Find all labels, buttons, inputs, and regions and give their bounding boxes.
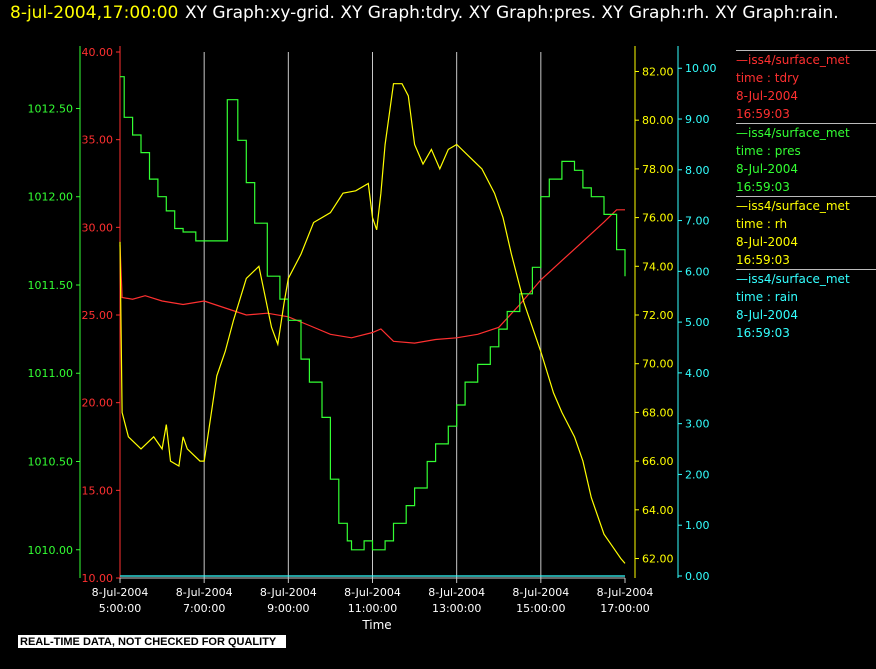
legend-separator — [736, 196, 876, 197]
legend-var: time : tdry — [736, 71, 800, 85]
rh-tick-label: 70.00 — [642, 358, 674, 371]
rh-tick-label: 74.00 — [642, 260, 674, 273]
x-tick-label: 8-Jul-2004 11:00:00 — [344, 586, 401, 615]
rh-tick-label: 62.00 — [642, 553, 674, 566]
axes: 10.00 15.00 20.00 25.00 30.00 35.00 40.00 1010.… — [28, 46, 717, 585]
legend-time: 16:59:03 — [736, 180, 790, 194]
rain-tick-label: 6.00 — [685, 265, 710, 278]
pres-series-line — [120, 76, 626, 551]
pres-tick-label: 1011.00 — [28, 367, 74, 380]
pres-tick-label: 1012.00 — [28, 191, 74, 204]
rain-tick-label: 7.00 — [685, 215, 710, 228]
legend-date: 8-Jul-2004 — [736, 162, 798, 176]
x-tick-label: 8-Jul-2004 13:00:00 — [428, 586, 485, 615]
pres-tick-label: 1010.00 — [28, 544, 74, 557]
legend-separator — [736, 50, 876, 51]
rain-tick-label: 2.00 — [685, 468, 710, 481]
legend-time: 16:59:03 — [736, 326, 790, 340]
tdry-tick-label: 25.00 — [82, 309, 114, 322]
rain-tick-label: 9.00 — [685, 113, 710, 126]
quality-banner: REAL-TIME DATA, NOT CHECKED FOR QUALITY — [18, 635, 287, 648]
x-axis-ticks: 8-Jul-2004 5:00:00 8-Jul-2004 7:00:00 8-Jul-… — [92, 578, 654, 615]
legend-source-name: —iss4/surface_met — [736, 126, 850, 140]
rh-tick-label: 78.00 — [642, 163, 674, 176]
header-graph-list: XY Graph:xy-grid. XY Graph:tdry. XY Grap… — [185, 3, 839, 23]
legend-separator — [736, 269, 876, 270]
rain-tick-label: 4.00 — [685, 367, 710, 380]
legend-time: 16:59:03 — [736, 107, 790, 121]
pres-tick-label: 1012.50 — [28, 102, 74, 115]
rh-tick-label: 64.00 — [642, 504, 674, 517]
rain-tick-label: 1.00 — [685, 519, 710, 532]
tdry-tick-label: 35.00 — [82, 134, 114, 147]
rain-tick-label: 10.00 — [685, 62, 717, 75]
legend-date: 8-Jul-2004 — [736, 235, 798, 249]
rh-tick-label: 82.00 — [642, 65, 674, 78]
tdry-series-line — [119, 209, 625, 344]
tdry-tick-label: 15.00 — [82, 484, 114, 497]
rain-tick-label: 0.00 — [685, 570, 710, 583]
legend-var: time : rh — [736, 217, 788, 231]
legend-var: time : pres — [736, 144, 801, 158]
legend-var: time : rain — [736, 290, 799, 304]
rh-tick-label: 68.00 — [642, 406, 674, 419]
rain-tick-label: 5.00 — [685, 316, 710, 329]
x-axis-label: Time — [361, 618, 391, 632]
tdry-tick-label: 10.00 — [82, 572, 114, 585]
legend-source-name: —iss4/surface_met — [736, 53, 850, 67]
legend-time: 16:59:03 — [736, 253, 790, 267]
pres-tick-label: 1011.50 — [28, 279, 74, 292]
x-tick-label: 8-Jul-2004 15:00:00 — [512, 586, 569, 615]
rh-series-line — [119, 83, 626, 564]
rain-tick-label: 3.00 — [685, 418, 710, 431]
rh-tick-label: 72.00 — [642, 309, 674, 322]
x-tick-label: 8-Jul-2004 7:00:00 — [176, 586, 233, 615]
rh-tick-label: 66.00 — [642, 455, 674, 468]
legend-date: 8-Jul-2004 — [736, 89, 798, 103]
tdry-tick-label: 20.00 — [82, 397, 114, 410]
rain-tick-label: 8.00 — [685, 164, 710, 177]
x-tick-label: 8-Jul-2004 5:00:00 — [92, 586, 149, 615]
series-lines — [119, 76, 626, 577]
tdry-tick-label: 30.00 — [82, 221, 114, 234]
x-tick-label: 8-Jul-2004 9:00:00 — [260, 586, 317, 615]
legend-date: 8-Jul-2004 — [736, 308, 798, 322]
pres-tick-label: 1010.50 — [28, 456, 74, 469]
legend-source-name: —iss4/surface_met — [736, 272, 850, 286]
rh-tick-label: 76.00 — [642, 212, 674, 225]
legend-source-name: —iss4/surface_met — [736, 199, 850, 213]
legend-separator — [736, 123, 876, 124]
x-tick-label: 8-Jul-2004 17:00:00 — [597, 586, 654, 615]
header-datetime: 8-jul-2004,17:00:00 — [10, 3, 179, 23]
gridlines — [120, 52, 625, 579]
rh-tick-label: 80.00 — [642, 114, 674, 127]
tdry-tick-label: 40.00 — [82, 46, 114, 59]
